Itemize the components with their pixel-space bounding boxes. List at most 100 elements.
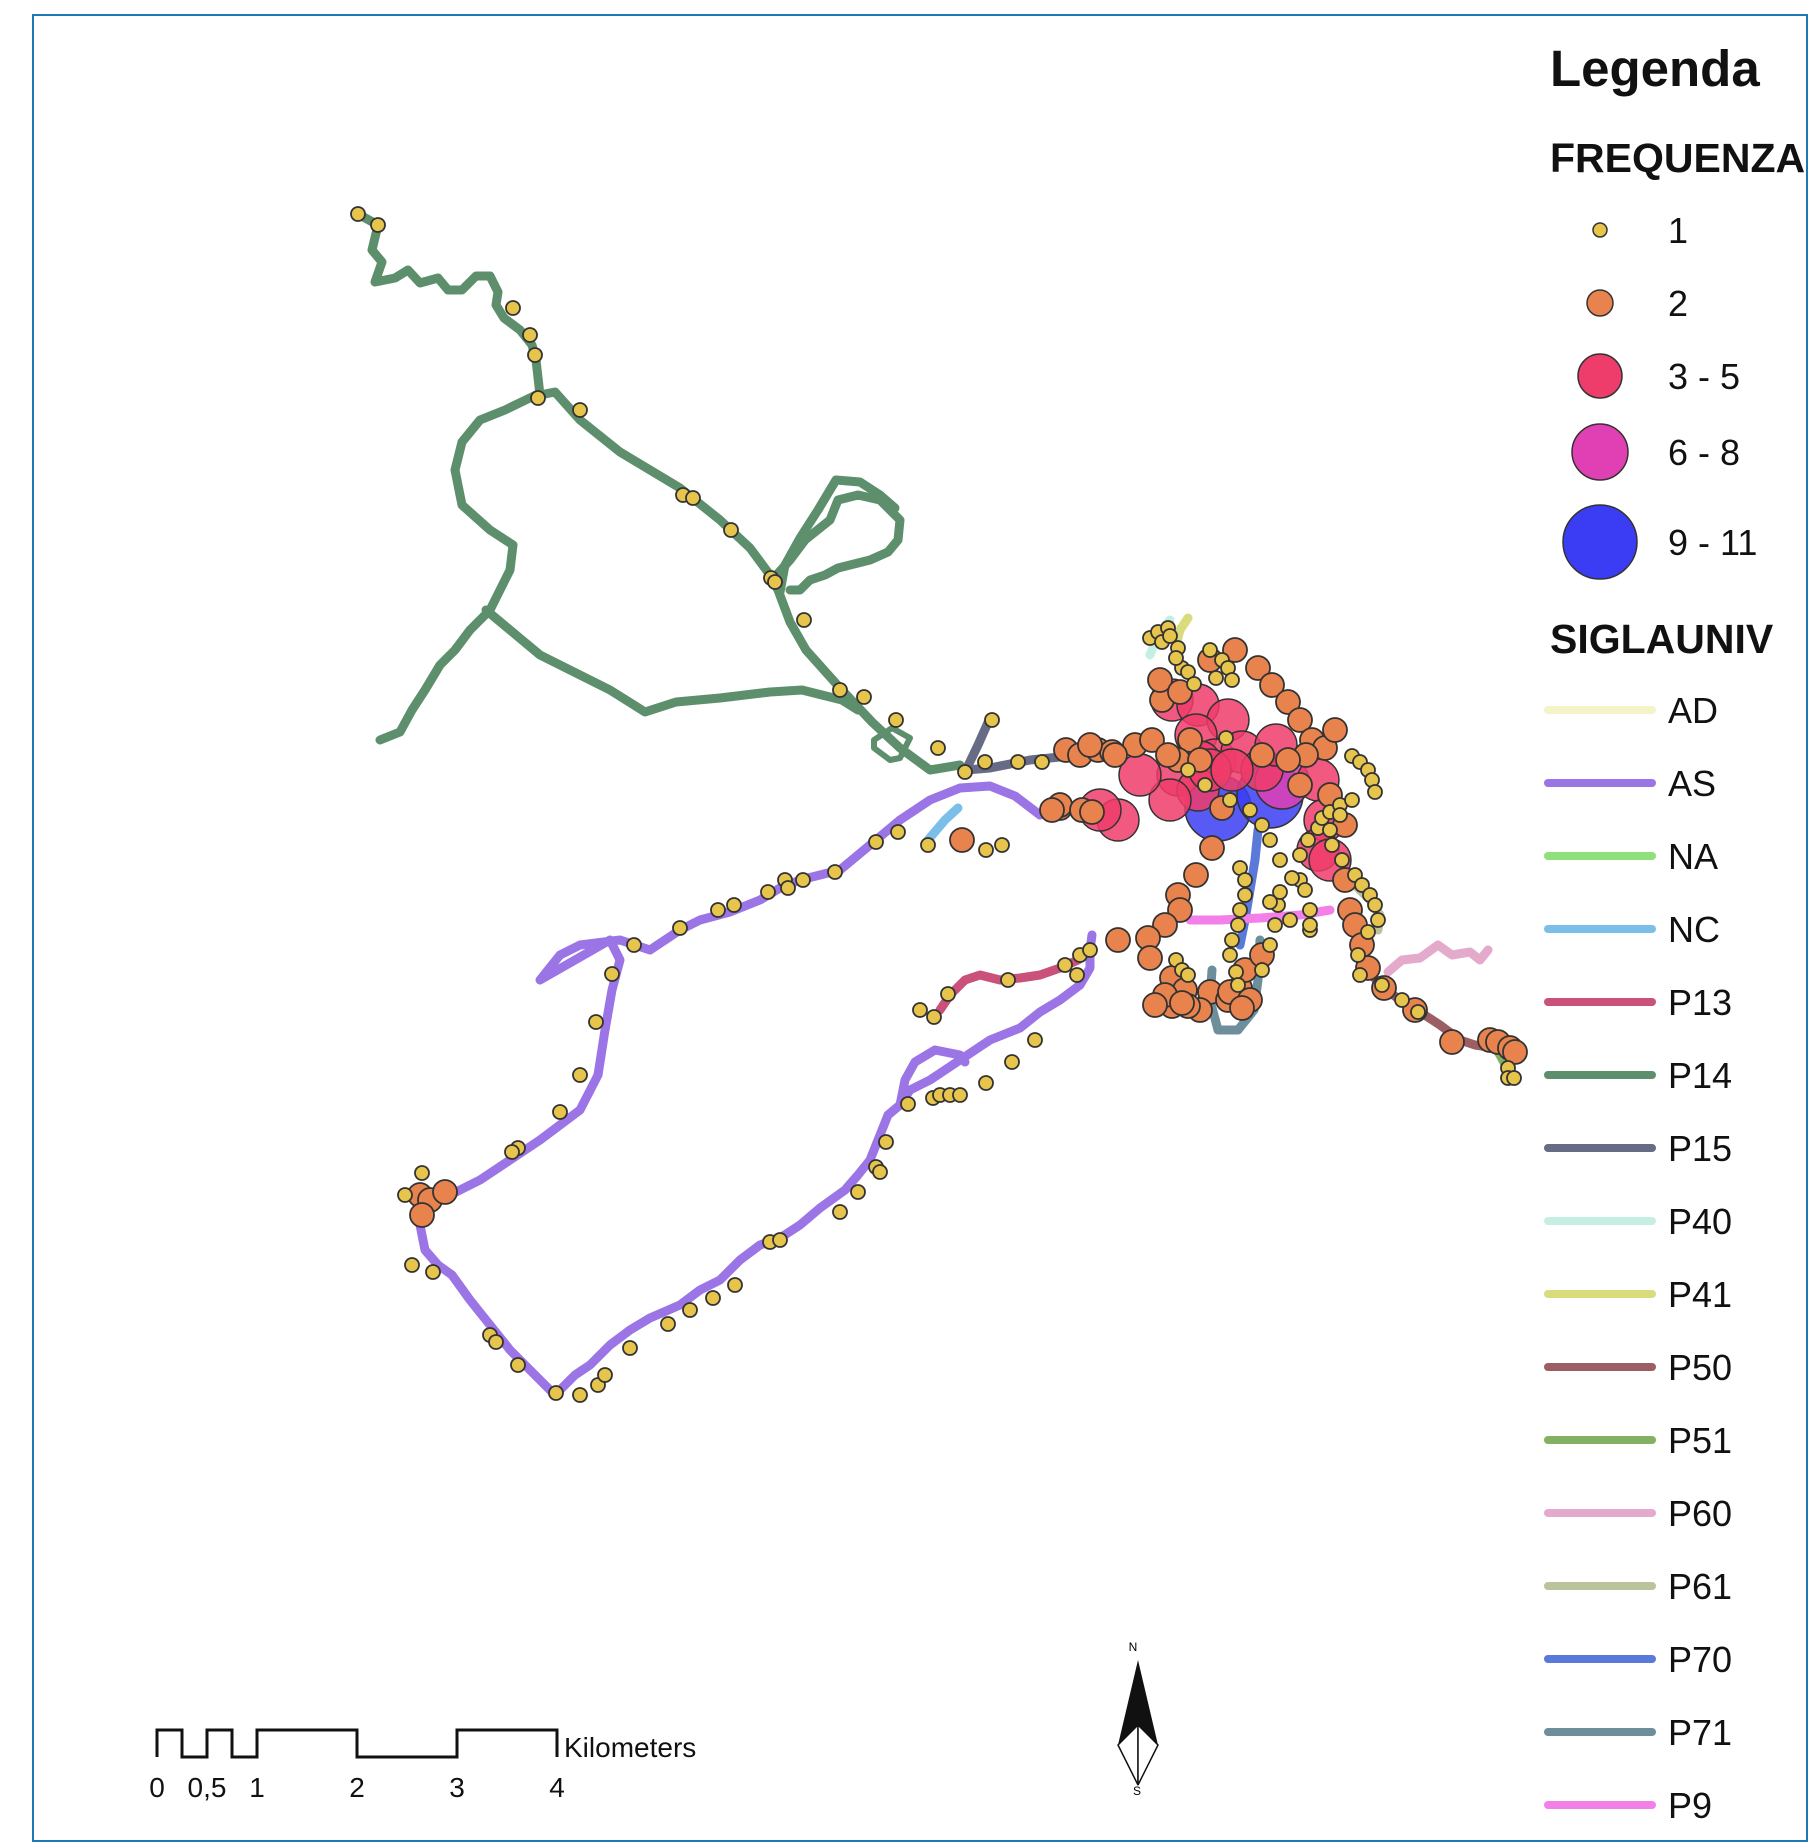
- frequency-point: [760, 884, 776, 900]
- frequency-point: [856, 689, 872, 705]
- frequency-point: [912, 1002, 928, 1018]
- frequency-point: [1324, 837, 1340, 853]
- frequency-point: [930, 740, 946, 756]
- frequency-point: [1322, 717, 1348, 743]
- frequency-point: [1229, 995, 1255, 1021]
- frequency-point: [1168, 650, 1184, 666]
- frequency-point: [552, 1104, 568, 1120]
- route-label-p60: P60: [1668, 1493, 1732, 1534]
- route-p14-branch: [375, 390, 541, 745]
- frequency-point: [432, 1179, 458, 1205]
- frequency-point: [527, 347, 543, 363]
- route-label-p9: P9: [1668, 1785, 1712, 1826]
- frequency-point: [726, 897, 742, 913]
- route-label-p14: P14: [1668, 1055, 1732, 1096]
- scale-unit: Kilometers: [564, 1732, 696, 1763]
- frequency-point: [1242, 802, 1258, 818]
- frequency-point: [1272, 852, 1288, 868]
- frequency-point: [705, 1290, 721, 1306]
- frequency-point: [940, 986, 956, 1002]
- frequency-symbol-4: [1562, 504, 1638, 580]
- frequency-point: [900, 1096, 916, 1112]
- frequency-point: [1506, 1070, 1522, 1086]
- frequency-point: [1183, 862, 1209, 888]
- frequency-point: [795, 872, 811, 888]
- frequency-point: [626, 937, 642, 953]
- scale-tick-5: 4: [549, 1772, 565, 1803]
- frequency-point: [1439, 1029, 1465, 1055]
- frequency-point: [878, 1134, 894, 1150]
- route-label-na: NA: [1668, 836, 1718, 877]
- route-as: [415, 781, 1097, 1400]
- north-label: N: [1129, 1640, 1138, 1654]
- frequency-point: [1147, 667, 1173, 693]
- frequency-point: [414, 1165, 430, 1181]
- frequency-point: [952, 1087, 968, 1103]
- frequency-point: [1275, 689, 1301, 715]
- frequency-point: [1267, 917, 1283, 933]
- frequency-point: [1199, 835, 1225, 861]
- frequency-point: [572, 1067, 588, 1083]
- frequency-point: [370, 217, 386, 233]
- frequency-point: [1222, 637, 1248, 663]
- frequency-point: [890, 824, 906, 840]
- frequency-point: [1332, 807, 1348, 823]
- frequency-point: [397, 1187, 413, 1203]
- frequency-point: [1237, 872, 1253, 888]
- frequency-label-2: 3 - 5: [1668, 356, 1740, 397]
- frequency-point: [1027, 1032, 1043, 1048]
- frequency-point: [572, 1387, 588, 1403]
- frequency-point: [1222, 792, 1238, 808]
- frequency-point: [1010, 754, 1026, 770]
- frequency-point: [1292, 847, 1308, 863]
- frequency-point: [1297, 882, 1313, 898]
- frequency-point: [978, 1075, 994, 1091]
- frequency-point: [888, 712, 904, 728]
- frequency-point: [872, 1164, 888, 1180]
- frequency-point: [1237, 887, 1253, 903]
- frequency-label-3: 6 - 8: [1668, 432, 1740, 473]
- route-label-p50: P50: [1668, 1347, 1732, 1388]
- frequency-point: [1228, 964, 1244, 980]
- frequency-point: [1374, 977, 1390, 993]
- map-frame: [32, 14, 1808, 1842]
- frequency-point: [1218, 730, 1234, 746]
- frequency-point: [1350, 947, 1366, 963]
- frequency-point: [832, 1204, 848, 1220]
- frequency-point: [1245, 655, 1271, 681]
- frequency-point: [1137, 945, 1163, 971]
- frequency-label-0: 1: [1668, 210, 1688, 251]
- frequency-point: [1224, 672, 1240, 688]
- frequency-point: [1282, 912, 1298, 928]
- frequency-point: [682, 1302, 698, 1318]
- frequency-point: [505, 300, 521, 316]
- frequency-point: [710, 902, 726, 918]
- frequency-legend: 1 2 3 - 5 6 - 8 9 - 11: [1562, 210, 1757, 580]
- frequency-point: [1152, 912, 1178, 938]
- frequency-point: [1254, 962, 1270, 978]
- frequency-point: [984, 712, 1000, 728]
- frequency-point: [1262, 937, 1278, 953]
- scale-bar: 0 0,5 1 2 3 4 Kilometers: [149, 1728, 696, 1803]
- route-label-p51: P51: [1668, 1420, 1732, 1461]
- route-legend: AD AS NA NC P13 P14 P15 P40 P41 P50 P51 P60 P61 P70 P7…: [1544, 690, 1732, 1826]
- frequency-label-1: 2: [1668, 283, 1688, 324]
- frequency-point: [1169, 990, 1195, 1016]
- frequency-label-4: 9 - 11: [1668, 522, 1757, 563]
- frequency-point: [767, 574, 783, 590]
- frequency-point: [1232, 902, 1248, 918]
- frequency-point: [1334, 852, 1350, 868]
- frequency-point: [504, 1144, 520, 1160]
- scale-tick-4: 3: [449, 1772, 465, 1803]
- frequency-point: [949, 827, 975, 853]
- frequency-point: [994, 837, 1010, 853]
- frequency-point: [723, 522, 739, 538]
- route-title: SIGLAUNIV: [1550, 616, 1774, 662]
- frequency-point: [1102, 742, 1128, 768]
- frequency-point: [1354, 877, 1370, 893]
- frequency-point: [530, 390, 546, 406]
- route-p14-loop: [767, 490, 905, 595]
- route-label-p61: P61: [1668, 1566, 1732, 1607]
- frequency-point: [1034, 754, 1050, 770]
